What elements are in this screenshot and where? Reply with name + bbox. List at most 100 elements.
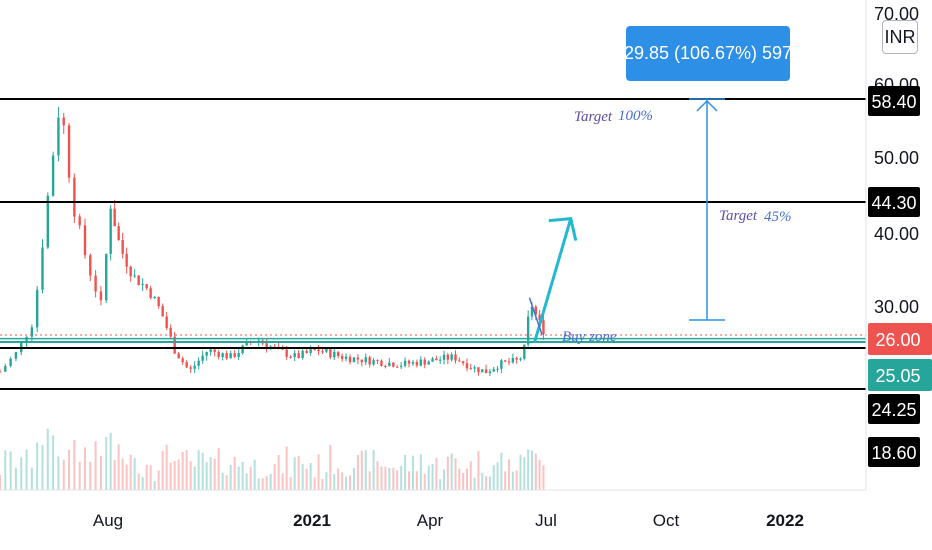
volume-bar [99,455,102,490]
candle-body [201,355,204,361]
candlestick-series [0,107,545,376]
volume-bar [380,466,383,490]
volume-bar [538,459,541,490]
candle-body [450,354,453,360]
candle-body [465,363,469,369]
candle-body [488,371,492,374]
candle-body [526,316,530,345]
flag-line [528,297,543,336]
volume-bar [485,476,488,490]
price-label-text: 18.60 [871,443,916,463]
candle-body [117,226,120,241]
candle-body [309,349,312,353]
currency-button[interactable]: INR [882,20,918,54]
candle-body [185,362,188,368]
volume-bar [301,464,304,490]
candle-body [500,360,503,369]
volume-bar [9,451,12,490]
x-tick-label: Oct [653,511,680,530]
volume-bar [325,472,328,490]
volume-bar [465,468,468,490]
volume-bar [109,432,112,490]
candle-body [484,369,488,374]
time-axis[interactable]: Aug 2021 Apr Jul Oct 2022 [93,511,804,530]
candle-body [368,357,371,365]
volume-bar [209,457,212,490]
candle-body [4,365,7,372]
candle-body [9,358,12,366]
candle-body [265,343,268,349]
candle-body [193,365,196,369]
candle-body [415,361,419,366]
volume-bar [496,462,499,490]
candle-body [129,266,132,277]
candle-body [507,361,511,363]
volume-bar [333,474,336,490]
candle-body [121,240,124,254]
candle-body [14,352,18,359]
candle-body [364,357,367,363]
candle-body [301,350,304,359]
volume-bar [129,454,132,490]
volume-bar [396,470,399,490]
volume-bar [213,458,216,490]
x-tick-label: 2021 [293,511,331,530]
volume-bar [177,459,180,490]
candle-body [454,354,457,361]
volume-bar [189,461,192,490]
volume-bar [504,471,507,490]
volume-bar [105,437,108,490]
annotation-target-45-label: Target [719,208,758,224]
candle-body [348,356,352,363]
volume-bar [313,477,316,490]
volume-bar [519,454,522,490]
y-tick-label: 30.00 [874,297,919,317]
volume-bar [317,454,320,490]
volume-bar [217,448,220,490]
price-label-text: 26.00 [875,330,920,350]
volume-bar [372,449,375,490]
candle-body [519,358,522,360]
candle-body [293,353,296,358]
volume-bar [469,461,472,490]
volume-bar [534,453,537,490]
candle-body [165,316,168,328]
candle-body [161,306,164,317]
projection-arrow [533,218,573,343]
volume-bar [293,457,296,490]
volume-bar [62,459,65,490]
volume-bar [229,465,232,490]
volume-bar [265,475,268,490]
candle-body [89,255,92,276]
candle-body [289,356,292,358]
candle-body [344,356,348,359]
volume-bar [352,467,355,490]
volume-bar [515,470,518,490]
volume-bar [4,450,7,490]
volume-bar [392,467,395,490]
volume-bar [454,458,457,490]
candle-body [411,361,415,364]
volume-bar [153,481,156,490]
volume-bar [345,476,348,490]
volume-bar [193,466,196,490]
volume-bar [165,444,168,490]
y-tick-label: 50.00 [874,148,919,168]
candle-body [157,296,160,307]
volume-bar [404,454,407,490]
volume-bar [473,477,476,490]
annotation-buy-zone: Buy zone [562,329,617,345]
volume-bar [185,450,188,490]
volume-bar [450,453,453,490]
volume-bar [157,470,160,490]
price-labels: 58.40 44.30 26.00 25.05 24.25 18.60 [868,86,932,467]
volume-bar [225,475,228,490]
candle-body [523,344,526,359]
x-tick-label: 2022 [766,511,804,530]
volume-bar [431,464,434,490]
y-tick-label: 70.00 [874,4,919,24]
candle-body [305,350,308,353]
volume-bar [94,441,97,490]
volume-bar [46,428,49,490]
